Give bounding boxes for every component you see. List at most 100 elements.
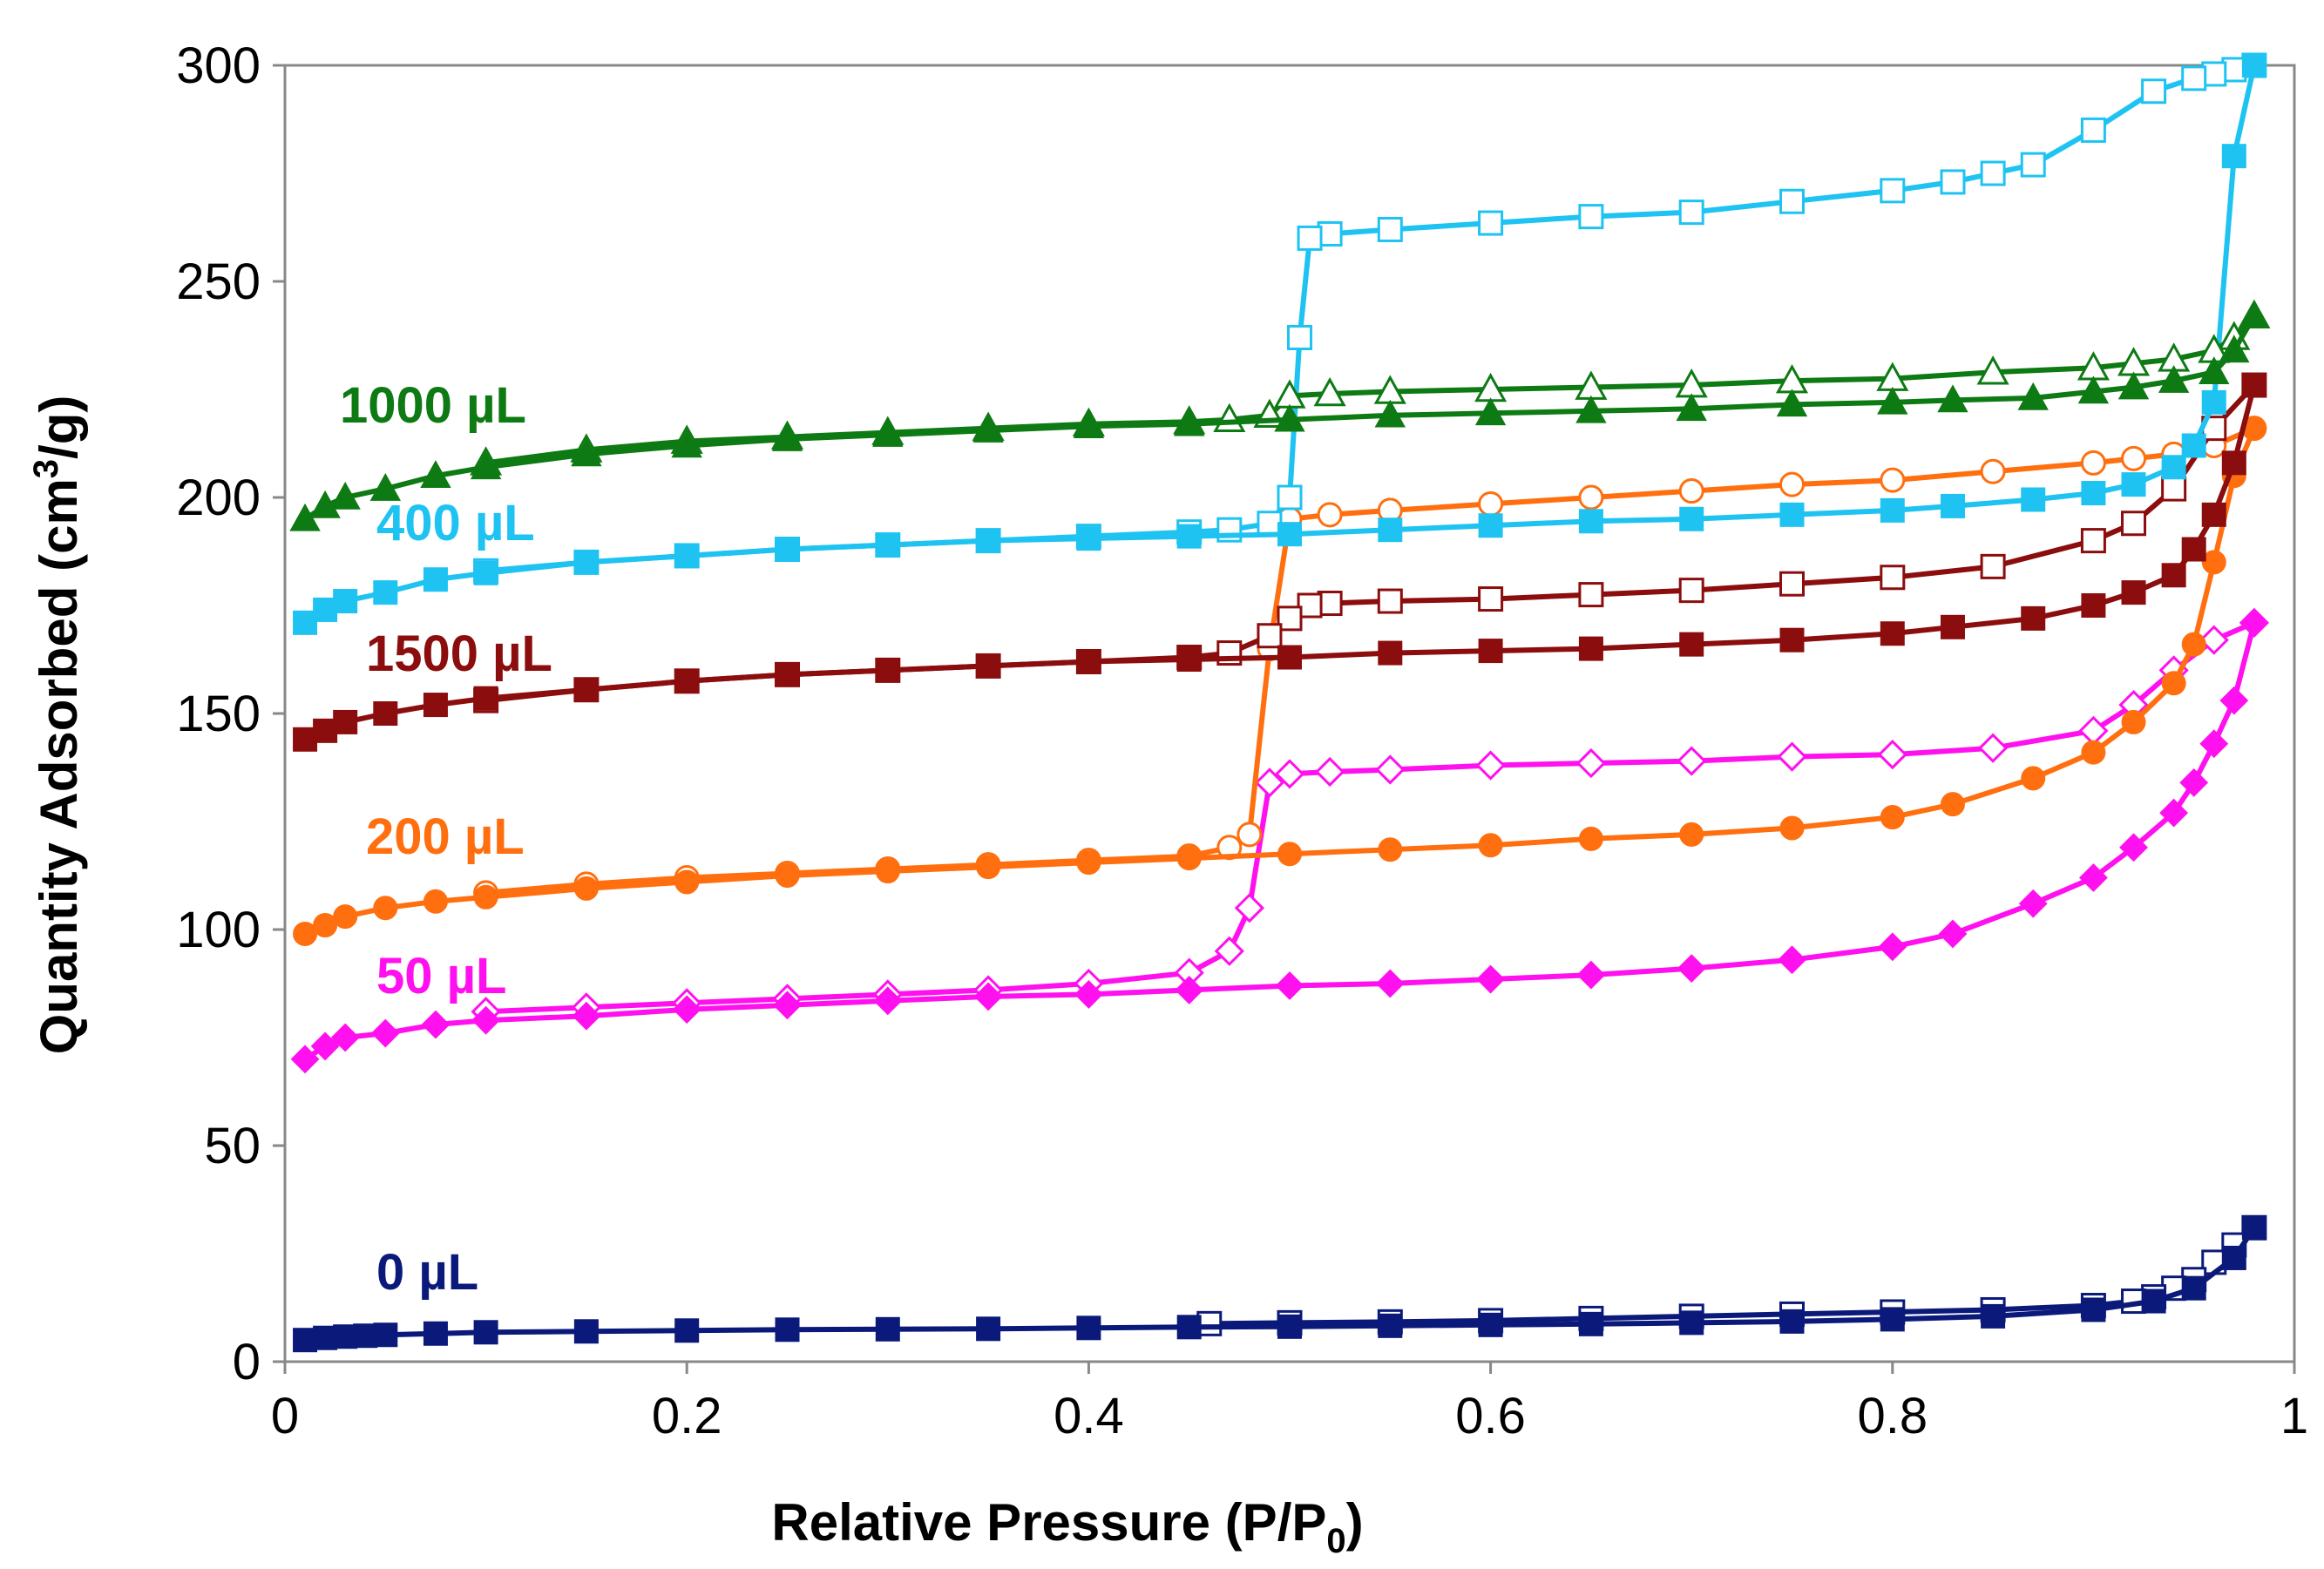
- adsorption-point: [1677, 954, 1706, 984]
- adsorption-point: [674, 668, 700, 693]
- adsorption-point: [1476, 964, 1506, 994]
- adsorption-point: [2018, 889, 2048, 918]
- x-tick-label: 0.2: [652, 1388, 722, 1444]
- adsorption-point: [473, 1320, 498, 1345]
- adsorption-point: [470, 451, 502, 480]
- adsorption-point: [1578, 826, 1603, 851]
- adsorption-point: [2078, 863, 2108, 892]
- adsorption-point: [293, 610, 318, 635]
- adsorption-point: [573, 677, 599, 702]
- adsorption-point: [2081, 593, 2106, 618]
- adsorption-point: [293, 1328, 318, 1353]
- series-1500l: [293, 372, 2267, 752]
- series-label-50l: 50 µL: [376, 948, 506, 1004]
- adsorption-point: [1174, 408, 1205, 436]
- adsorption-point: [423, 1321, 448, 1346]
- adsorption-point: [2181, 632, 2206, 657]
- y-tick-label: 250: [176, 254, 261, 310]
- adsorption-point: [672, 995, 701, 1025]
- adsorption-point: [1779, 502, 1805, 527]
- adsorption-point: [2158, 365, 2190, 393]
- adsorption-point: [573, 550, 599, 575]
- adsorption-point: [2021, 605, 2046, 631]
- adsorption-point: [2081, 740, 2106, 765]
- adsorption-point: [1679, 632, 1704, 657]
- adsorption-point: [2117, 371, 2150, 400]
- desorption-point: [1779, 571, 1805, 597]
- adsorption-point: [2121, 709, 2146, 734]
- adsorption-point: [2121, 580, 2146, 605]
- desorption-point: [2080, 528, 2106, 554]
- adsorption-point: [775, 1317, 800, 1342]
- series-label-0l: 0 µL: [376, 1244, 478, 1301]
- adsorption-point: [1374, 399, 1406, 428]
- adsorption-point: [1375, 969, 1405, 998]
- desorption-point: [1274, 759, 1305, 789]
- desorption-point: [2199, 625, 2229, 655]
- adsorption-point: [976, 855, 1001, 880]
- series-label-1500l: 1500 µL: [366, 626, 552, 682]
- y-tick-label: 300: [176, 37, 261, 94]
- adsorption-point: [1073, 410, 1105, 438]
- adsorption-point: [2081, 481, 2106, 506]
- adsorption-point: [1776, 389, 1808, 417]
- adsorption-point: [1076, 1315, 1101, 1341]
- adsorption-point: [2081, 1297, 2106, 1322]
- desorption-point: [1678, 578, 1704, 604]
- adsorption-point: [370, 1018, 400, 1048]
- adsorption-point: [973, 982, 1003, 1011]
- desorption-point: [1578, 484, 1604, 511]
- adsorption-point: [473, 686, 498, 711]
- desorption-point: [1475, 750, 1506, 781]
- adsorption-point: [423, 567, 448, 592]
- adsorption-point: [421, 1010, 451, 1039]
- adsorption-point: [2181, 537, 2206, 562]
- adsorption-point: [775, 537, 800, 562]
- adsorption-point: [2219, 686, 2249, 715]
- desorption-point: [1575, 747, 1607, 779]
- adsorption-point: [875, 859, 900, 884]
- adsorption-point: [313, 913, 338, 938]
- desorption-point: [1277, 484, 1303, 511]
- adsorption-point: [2241, 1215, 2266, 1241]
- adsorption-point: [420, 460, 451, 488]
- adsorption-point: [1277, 842, 1302, 867]
- adsorption-point: [1578, 1311, 1603, 1336]
- adsorption-point: [1778, 945, 1806, 975]
- y-tick-label: 150: [176, 686, 261, 742]
- adsorption-point: [1679, 822, 1704, 847]
- adsorption-point: [1575, 395, 1607, 423]
- adsorption-point: [976, 1316, 1001, 1342]
- adsorption-point: [1940, 614, 1965, 639]
- desorption-point: [1980, 160, 2006, 186]
- adsorption-point: [775, 863, 800, 888]
- desorption-point: [1287, 324, 1313, 350]
- desorption-point: [2161, 476, 2187, 502]
- adsorption-point: [1076, 649, 1101, 674]
- adsorption-point: [1076, 850, 1101, 876]
- desorption-point: [2121, 511, 2147, 537]
- adsorption-point: [1779, 815, 1805, 841]
- adsorption-point: [875, 532, 900, 558]
- adsorption-point: [571, 438, 602, 467]
- desorption-point: [1977, 733, 2009, 763]
- desorption-point: [1976, 355, 2009, 385]
- adsorption-point: [875, 1316, 900, 1342]
- adsorption-point: [373, 896, 398, 921]
- series-labels: 0 µL 50 µL 200 µL 1500 µL 400 µL 1000 µL: [340, 377, 552, 1301]
- desorption-point: [2181, 65, 2207, 91]
- adsorption-point: [674, 543, 700, 568]
- adsorption-point: [290, 1045, 320, 1074]
- adsorption-point: [309, 490, 341, 518]
- adsorption-point: [2199, 729, 2229, 759]
- adsorption-point: [2239, 300, 2270, 328]
- adsorption-point: [2021, 766, 2046, 791]
- desorption-point: [1214, 936, 1244, 966]
- adsorption-point: [1679, 1310, 1704, 1336]
- adsorption-point: [1176, 846, 1202, 871]
- adsorption-point: [2221, 1245, 2246, 1270]
- adsorption-point: [2121, 472, 2146, 497]
- adsorption-point: [473, 560, 498, 585]
- adsorption-point: [1779, 627, 1805, 653]
